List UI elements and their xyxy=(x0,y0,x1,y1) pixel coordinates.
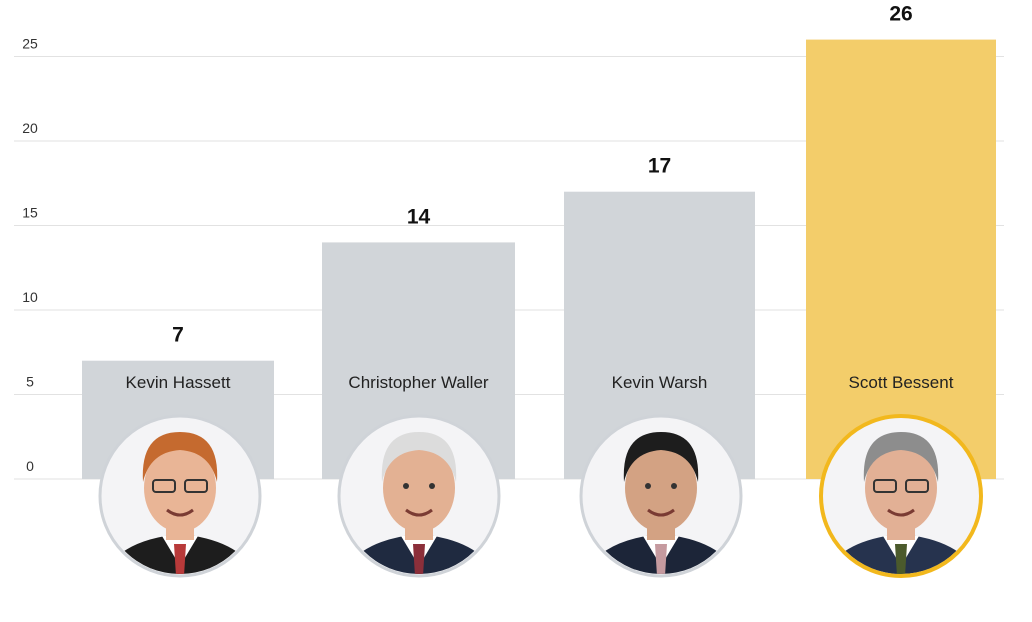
glasses xyxy=(905,479,929,493)
eye xyxy=(645,483,651,489)
category-label: Kevin Hassett xyxy=(126,373,231,392)
tie xyxy=(174,544,186,574)
category-label: Christopher Waller xyxy=(348,373,488,392)
mouth xyxy=(647,508,675,517)
tie xyxy=(895,544,907,574)
portrait-ring xyxy=(337,414,501,578)
person-portrait-icon xyxy=(819,414,983,578)
mouth xyxy=(405,508,433,517)
hair xyxy=(623,432,699,482)
y-tick-label: 10 xyxy=(22,289,38,305)
glasses xyxy=(152,479,176,493)
data-label: 7 xyxy=(172,324,184,347)
person-portrait-icon xyxy=(98,414,262,578)
person-portrait-icon xyxy=(579,414,743,578)
glasses xyxy=(873,479,897,493)
data-label: 26 xyxy=(889,3,912,26)
portrait-ring xyxy=(98,414,262,578)
hair xyxy=(863,432,939,482)
tie xyxy=(655,544,667,574)
eye xyxy=(403,483,409,489)
bars xyxy=(82,39,996,479)
mouth xyxy=(166,508,194,517)
tie xyxy=(413,544,425,574)
person-portrait-icon xyxy=(337,414,501,578)
portraits xyxy=(98,414,983,578)
labels: 7 Kevin Hassett 14 Christopher Waller 17 Kevi… xyxy=(126,3,954,392)
data-label: 17 xyxy=(648,155,671,178)
face xyxy=(625,444,697,532)
portrait-ring xyxy=(579,414,743,578)
bar xyxy=(806,39,996,479)
eye xyxy=(429,483,435,489)
face xyxy=(144,444,216,532)
portrait-ring xyxy=(819,414,983,578)
y-axis-ticks: 0 5 10 15 20 25 xyxy=(22,36,38,475)
mouth xyxy=(887,508,915,517)
category-label: Scott Bessent xyxy=(849,373,954,392)
y-tick-label: 20 xyxy=(22,120,38,136)
hair xyxy=(381,432,457,482)
hair xyxy=(142,432,218,482)
category-label: Kevin Warsh xyxy=(612,373,708,392)
y-tick-label: 25 xyxy=(22,36,38,52)
y-tick-label: 15 xyxy=(22,205,38,221)
data-label: 14 xyxy=(407,205,431,228)
y-tick-label: 0 xyxy=(26,458,34,474)
face xyxy=(865,444,937,532)
eye xyxy=(671,483,677,489)
y-tick-label: 5 xyxy=(26,374,34,390)
face xyxy=(383,444,455,532)
glasses xyxy=(184,479,208,493)
